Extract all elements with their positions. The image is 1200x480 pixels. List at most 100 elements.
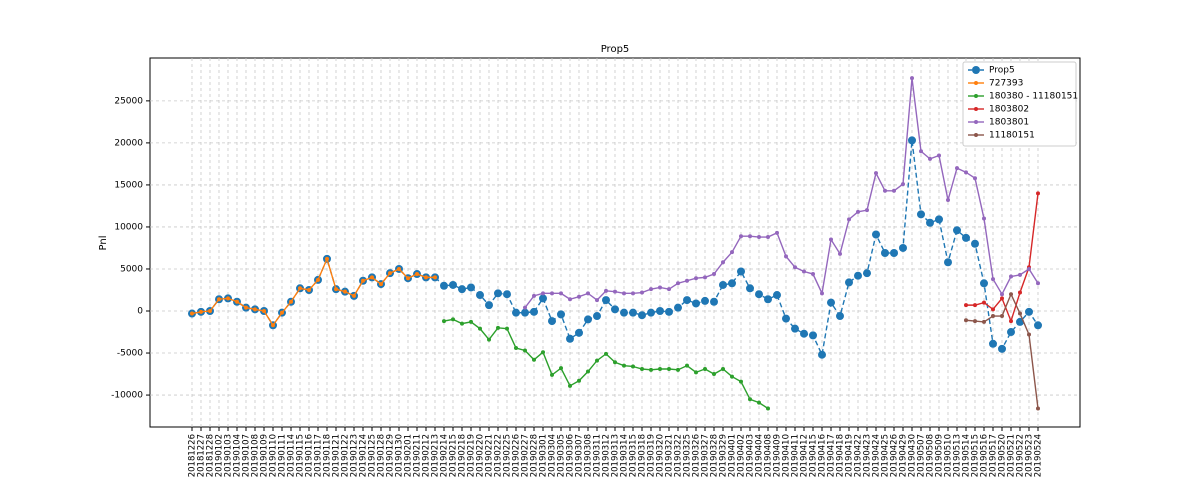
x-tick-label: 20190411 (791, 434, 801, 477)
x-tick-label: 20190318 (638, 434, 648, 477)
x-tick-label: 20190426 (890, 434, 900, 477)
data-point (1034, 321, 1042, 330)
x-tick-label: 20190222 (494, 434, 504, 477)
data-point (550, 291, 554, 296)
x-tick-label: 20190319 (647, 434, 657, 477)
y-tick-label: -10000 (111, 391, 143, 401)
data-point (541, 350, 545, 355)
data-point (973, 176, 977, 181)
x-tick-label: 20190409 (773, 434, 783, 477)
data-point (964, 170, 968, 175)
data-point (946, 198, 950, 203)
data-point (748, 397, 752, 402)
x-tick-label: 20190130 (395, 434, 405, 477)
data-point (298, 286, 302, 291)
data-point (1036, 406, 1040, 411)
data-point (1036, 281, 1040, 286)
x-tick-label: 20190425 (881, 434, 891, 477)
data-point (829, 237, 833, 242)
legend-marker (974, 81, 978, 85)
data-point (514, 345, 518, 350)
x-tick-label: 20190412 (800, 434, 810, 477)
data-point (557, 310, 565, 319)
data-point (872, 230, 880, 239)
data-point (1009, 319, 1013, 324)
data-point (667, 287, 671, 292)
x-tick-label: 20181226 (188, 434, 198, 477)
data-point (370, 275, 374, 280)
x-tick-label: 20190102 (215, 434, 225, 477)
data-point (613, 289, 617, 294)
data-point (458, 285, 466, 294)
data-point (208, 309, 212, 314)
x-tick-label: 20190520 (998, 434, 1008, 477)
data-point (757, 235, 761, 240)
data-point (701, 296, 709, 305)
chart-title: Prop5 (601, 44, 630, 55)
x-tick-label: 20190408 (764, 434, 774, 477)
data-point (982, 319, 986, 324)
data-point (782, 314, 790, 323)
x-tick-label: 20190219 (467, 434, 477, 477)
data-point (755, 290, 763, 299)
x-tick-label: 20190507 (917, 434, 927, 477)
data-point (658, 367, 662, 372)
x-tick-label: 20190419 (845, 434, 855, 477)
data-point (190, 311, 194, 316)
x-tick-label: 20190513 (953, 434, 963, 477)
x-tick-label: 20190508 (926, 434, 936, 477)
data-point (622, 291, 626, 296)
data-point (694, 276, 698, 281)
x-tick-label: 20190305 (557, 434, 567, 477)
data-point (658, 285, 662, 290)
data-point (773, 291, 781, 300)
legend-marker (974, 133, 978, 137)
data-point (746, 284, 754, 293)
y-tick-label: 15000 (114, 180, 143, 190)
data-point (1009, 274, 1013, 279)
data-point (442, 319, 446, 324)
x-tick-label: 20190328 (710, 434, 720, 477)
data-point (548, 317, 556, 326)
data-point (485, 301, 493, 310)
data-point (766, 235, 770, 240)
legend-marker (974, 107, 978, 111)
data-point (352, 293, 356, 298)
data-point (980, 279, 988, 288)
data-point (460, 321, 464, 326)
data-point (217, 297, 221, 302)
data-point (892, 188, 896, 193)
y-tick-label: 10000 (114, 222, 143, 232)
data-point (1018, 311, 1022, 316)
data-point (550, 372, 554, 377)
data-point (854, 271, 862, 280)
data-point (737, 267, 745, 276)
data-point (899, 243, 907, 252)
data-point (568, 383, 572, 388)
data-point (721, 260, 725, 265)
data-point (721, 367, 725, 372)
x-tick-label: 20190122 (341, 434, 351, 477)
data-point (631, 291, 635, 296)
data-point (620, 308, 628, 317)
data-point (397, 266, 401, 271)
data-point (964, 303, 968, 308)
x-tick-label: 20190522 (1016, 434, 1026, 477)
data-point (467, 283, 475, 292)
legend-label: 11180151 (989, 131, 1035, 141)
x-tick-label: 20190509 (935, 434, 945, 477)
data-point (703, 275, 707, 280)
data-point (820, 291, 824, 296)
legend-marker (974, 120, 978, 124)
data-point (863, 269, 871, 278)
x-tick-label: 20190218 (458, 434, 468, 477)
data-point (289, 299, 293, 304)
data-point (836, 312, 844, 321)
data-point (532, 357, 536, 362)
x-tick-label: 20190124 (359, 434, 369, 477)
x-tick-label: 20190325 (683, 434, 693, 477)
data-point (647, 308, 655, 317)
data-point (280, 310, 284, 315)
data-point (847, 217, 851, 222)
data-point (982, 300, 986, 305)
